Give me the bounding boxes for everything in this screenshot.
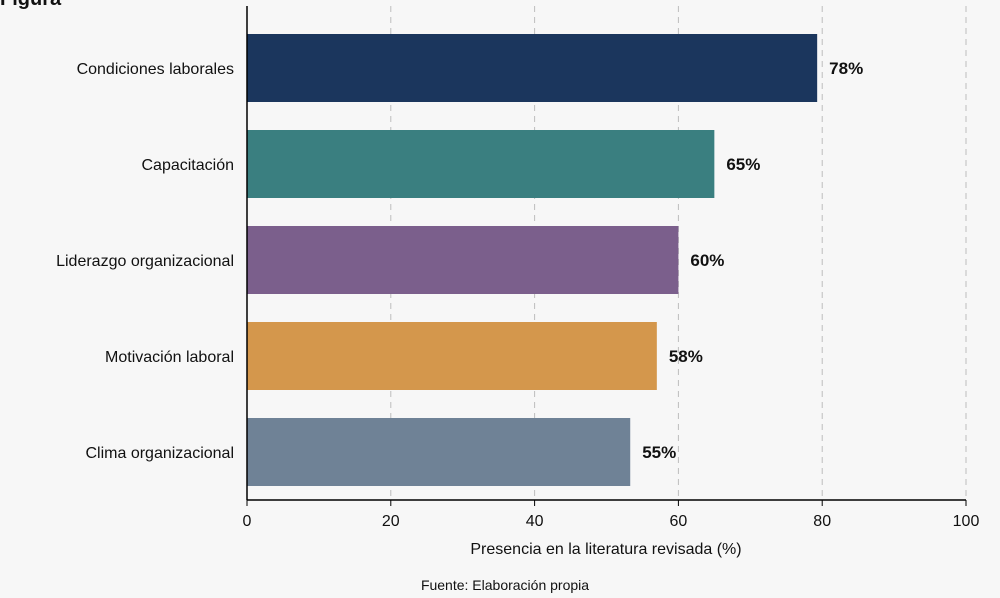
value-label: 78% [829, 59, 863, 78]
axes [246, 6, 966, 501]
category-label: Motivación laboral [105, 349, 234, 366]
x-tick-label: 80 [813, 513, 831, 530]
bar [247, 226, 679, 294]
bars [247, 34, 818, 486]
figure-title: Figura [0, 0, 61, 11]
value-label: 60% [690, 251, 724, 270]
x-tick-label: 0 [243, 513, 252, 530]
bar [247, 322, 657, 390]
source-note: Fuente: Elaboración propia [421, 577, 589, 593]
x-axis-title: Presencia en la literatura revisada (%) [470, 541, 741, 558]
category-label: Clima organizacional [85, 445, 234, 462]
bar [247, 130, 715, 198]
labels: 0 20 40 60 80 100 Condiciones laborales 78% Capa… [56, 59, 979, 530]
value-label: 55% [642, 443, 676, 462]
x-tick-label: 40 [526, 513, 544, 530]
category-label: Liderazgo organizacional [56, 253, 234, 270]
category-label: Capacitación [142, 157, 235, 174]
x-tick-label: 20 [382, 513, 400, 530]
value-label: 65% [726, 155, 760, 174]
x-tick-label: 100 [953, 513, 980, 530]
bar [247, 34, 818, 102]
bar [247, 418, 631, 486]
value-label: 58% [669, 347, 703, 366]
x-tick-label: 60 [670, 513, 688, 530]
category-label: Condiciones laborales [77, 61, 234, 78]
